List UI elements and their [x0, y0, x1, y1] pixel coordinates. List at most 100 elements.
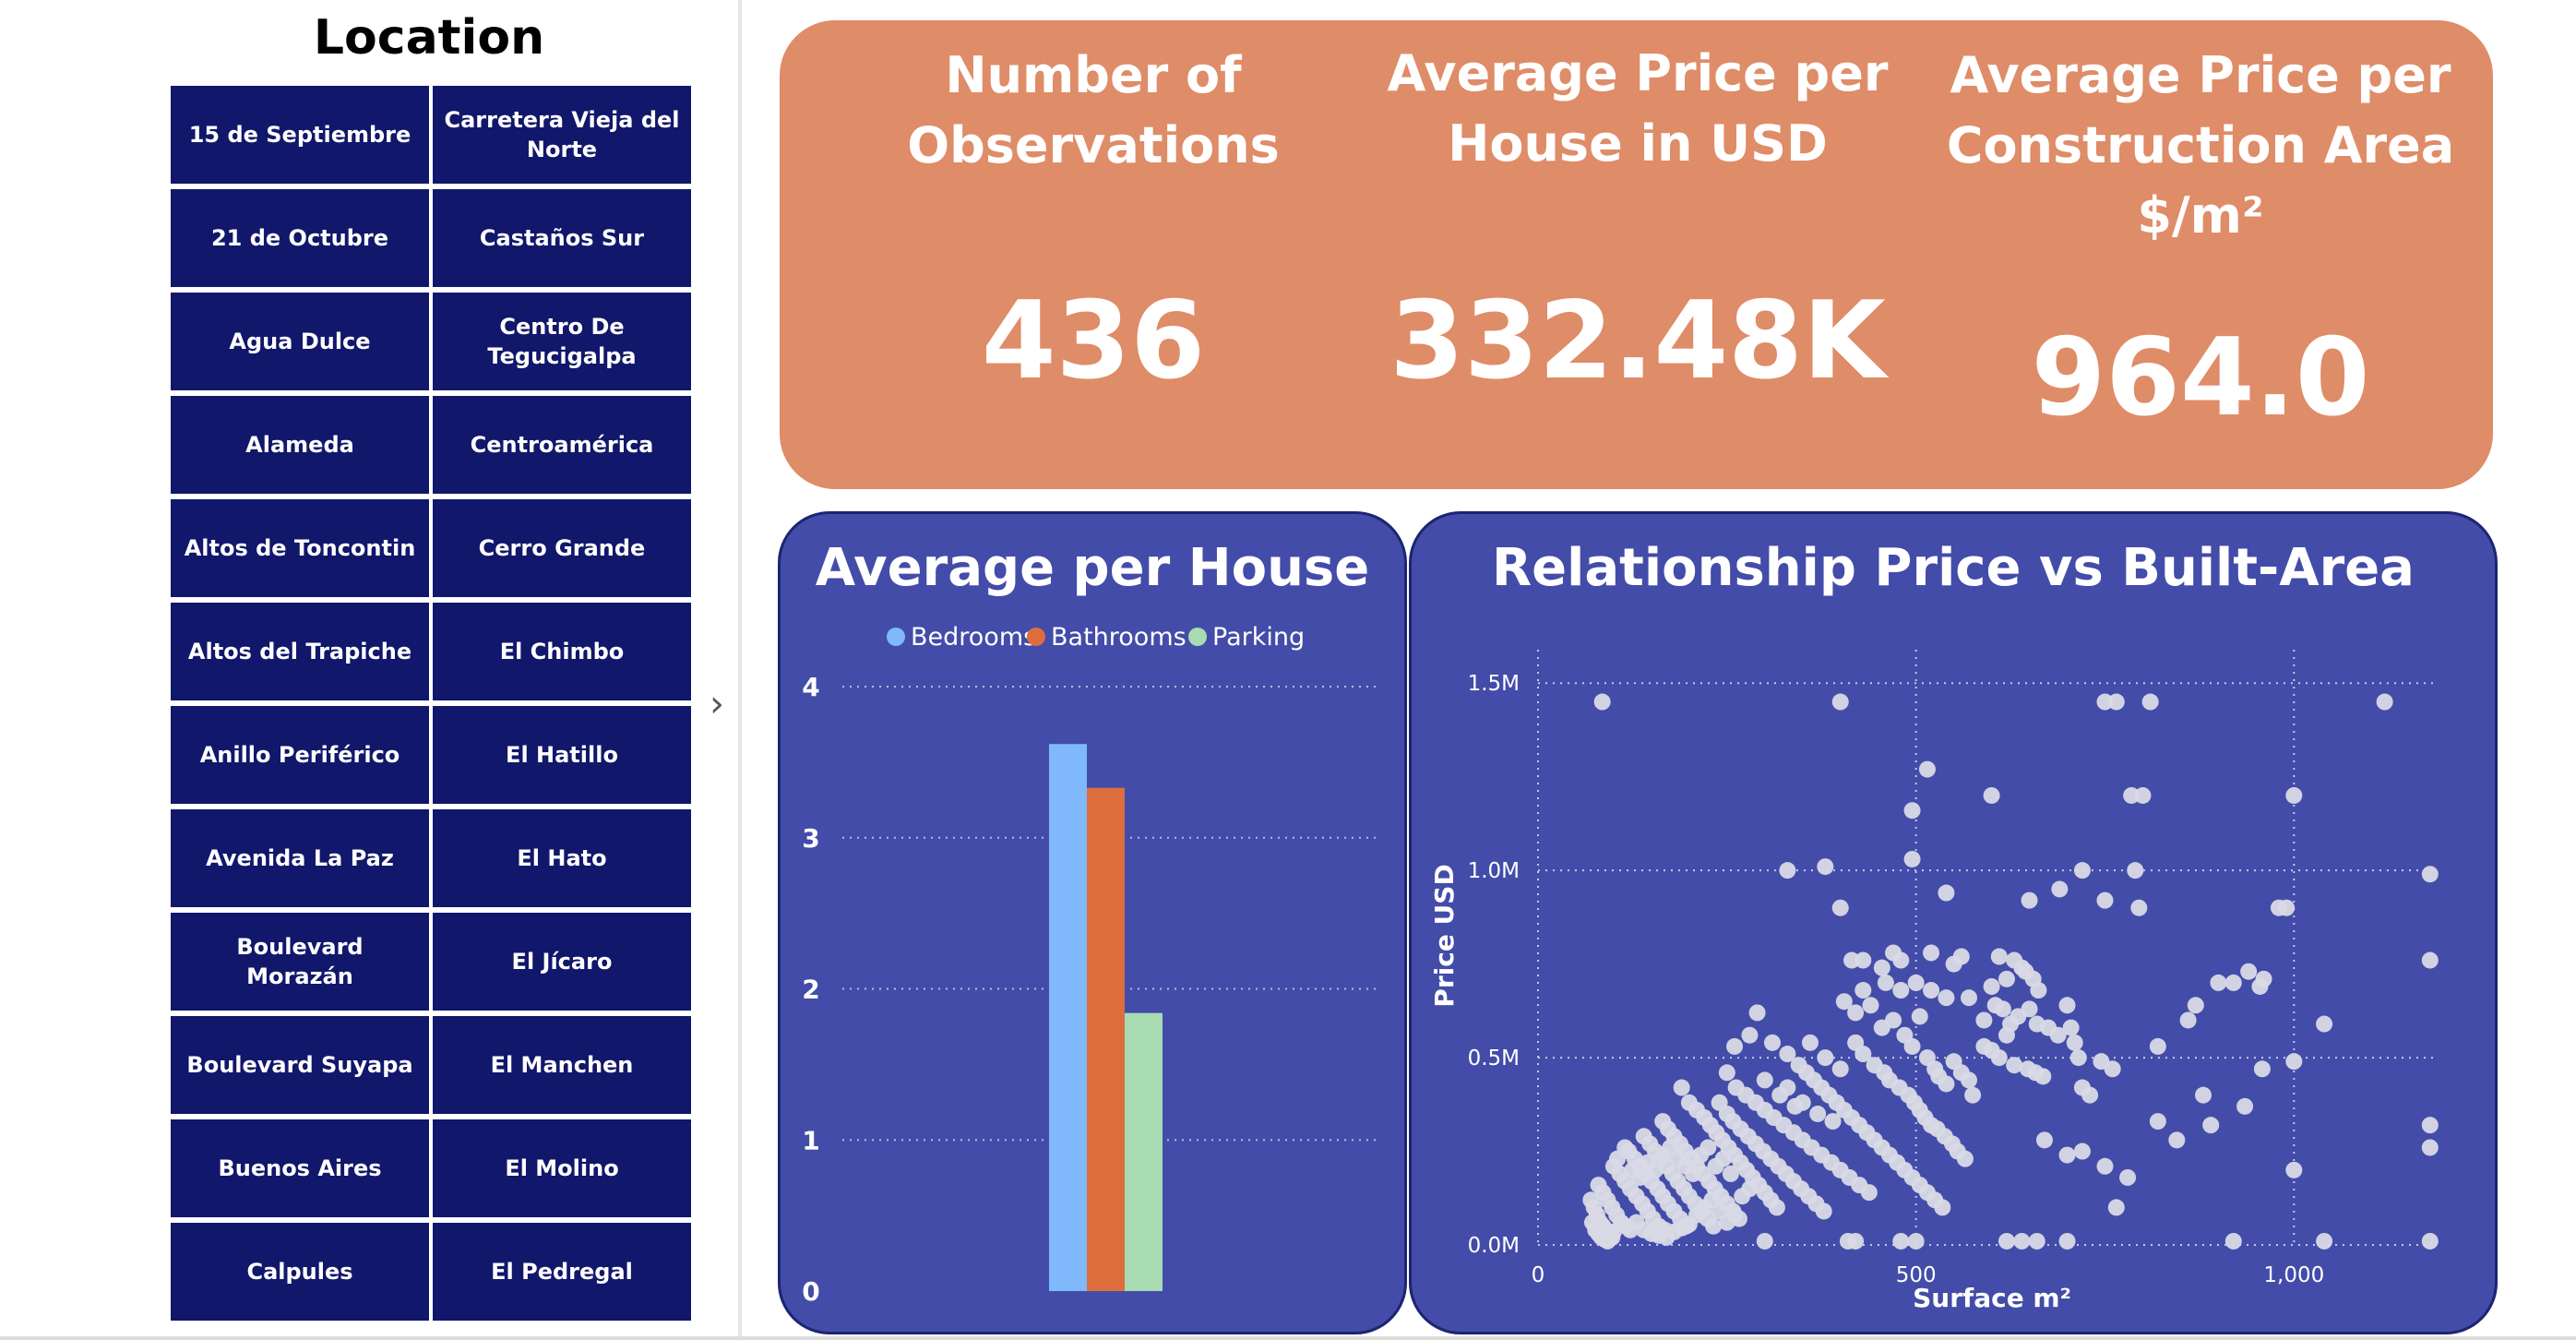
scatter-point[interactable] [2130, 899, 2148, 916]
scatter-point[interactable] [2240, 963, 2258, 980]
scatter-point[interactable] [1726, 1037, 1744, 1055]
slicer-item[interactable]: El Hatillo [433, 706, 691, 804]
scatter-point[interactable] [2316, 1015, 2333, 1033]
scatter-point[interactable] [2224, 1232, 2242, 1250]
scatter-point[interactable] [1873, 959, 1890, 976]
scatter-point[interactable] [2073, 1143, 2091, 1160]
scatter-point[interactable] [1907, 974, 1925, 991]
legend-marker[interactable] [1188, 628, 1207, 646]
slicer-item[interactable]: El Chimbo [433, 603, 691, 700]
scatter-point[interactable] [2051, 880, 2069, 898]
slicer-item[interactable]: Buenos Aires [171, 1119, 429, 1217]
slicer-item[interactable]: Centroamérica [433, 396, 691, 494]
scatter-point[interactable] [1892, 1232, 1910, 1250]
scatter-point[interactable] [1877, 974, 1894, 991]
scatter-point[interactable] [1990, 1049, 2008, 1067]
slicer-item[interactable]: Anillo Periférico [171, 706, 429, 804]
legend-label[interactable]: Bedrooms [911, 623, 1036, 652]
scatter-point[interactable] [1631, 1168, 1649, 1186]
scatter-point[interactable] [2066, 1034, 2083, 1051]
slicer-item[interactable]: Castaños Sur [433, 189, 691, 287]
scatter-point[interactable] [1815, 1202, 1832, 1220]
scatter-point[interactable] [1903, 1037, 1921, 1055]
scatter-point[interactable] [1616, 1139, 1634, 1156]
scatter-point[interactable] [1862, 997, 1879, 1014]
slicer-item[interactable]: Boulevard Suyapa [171, 1016, 429, 1114]
scatter-point[interactable] [2030, 982, 2047, 999]
slicer-item[interactable]: 15 de Septiembre [171, 86, 429, 184]
scatter-point[interactable] [2421, 1117, 2439, 1134]
scatter-point[interactable] [2195, 1086, 2212, 1104]
scatter-point[interactable] [2141, 693, 2159, 711]
scatter-point[interactable] [2316, 1232, 2333, 1250]
scatter-point[interactable] [2278, 899, 2296, 916]
scatter-point[interactable] [2096, 891, 2114, 909]
slicer-item[interactable]: Agua Dulce [171, 293, 429, 390]
scatter-point[interactable] [2187, 997, 2204, 1014]
scatter-point[interactable] [1903, 850, 1921, 867]
slicer-item[interactable]: Cerro Grande [433, 499, 691, 597]
scatter-point[interactable] [2236, 1097, 2254, 1115]
scatter-point[interactable] [2168, 1131, 2186, 1149]
scatter-point[interactable] [1768, 1199, 1785, 1216]
scatter-point[interactable] [1956, 1150, 1974, 1167]
scatter-point[interactable] [1938, 1075, 1955, 1093]
scatter-point[interactable] [1911, 1008, 1928, 1025]
scatter-point[interactable] [1938, 989, 1955, 1007]
scatter-point[interactable] [1748, 1004, 1766, 1022]
scatter-point[interactable] [2119, 1168, 2137, 1186]
scatter-point[interactable] [1722, 1165, 1739, 1182]
scatter-point[interactable] [1763, 1034, 1781, 1051]
scatter-point[interactable] [2251, 977, 2269, 995]
legend-marker[interactable] [1027, 628, 1045, 646]
slicer-item[interactable]: El Manchen [433, 1016, 691, 1114]
scatter-point[interactable] [2179, 1011, 2197, 1029]
scatter-point[interactable] [1934, 1199, 1951, 1216]
bar-parking[interactable] [1125, 1012, 1163, 1291]
slicer-item[interactable]: Altos del Trapiche [171, 603, 429, 700]
bar-bathrooms[interactable] [1087, 787, 1125, 1291]
slicer-item[interactable]: Alameda [171, 396, 429, 494]
scatter-point[interactable] [1892, 951, 1910, 969]
scatter-point[interactable] [1923, 982, 1940, 999]
slicer-item[interactable]: El Hato [433, 809, 691, 907]
scatter-point[interactable] [1938, 884, 1955, 902]
scatter-point[interactable] [2096, 1157, 2114, 1175]
slicer-item[interactable]: 21 de Octubre [171, 189, 429, 287]
scatter-point[interactable] [1964, 1086, 1982, 1104]
chevron-right-icon[interactable]: › [710, 683, 724, 725]
scatter-point[interactable] [1741, 1026, 1759, 1044]
scatter-point[interactable] [2285, 1161, 2303, 1178]
scatter-point[interactable] [2285, 1053, 2303, 1071]
scatter-point[interactable] [2035, 1131, 2053, 1149]
scatter-point[interactable] [2006, 1057, 2023, 1074]
scatter-point[interactable] [2376, 693, 2393, 711]
scatter-point[interactable] [1718, 1064, 1735, 1082]
scatter-point[interactable] [2134, 786, 2152, 804]
scatter-point[interactable] [1975, 1011, 1993, 1029]
scatter-point[interactable] [1847, 1232, 1865, 1250]
scatter-point[interactable] [1699, 1139, 1717, 1156]
scatter-point[interactable] [2421, 1139, 2439, 1156]
scatter-point[interactable] [2107, 693, 2125, 711]
legend-label[interactable]: Bathrooms [1051, 623, 1187, 652]
scatter-point[interactable] [1824, 1113, 1842, 1131]
slicer-item[interactable]: Carretera Vieja del Norte [433, 86, 691, 184]
scatter-point[interactable] [2107, 1199, 2125, 1216]
scatter-point[interactable] [2062, 1019, 2080, 1036]
scatter-point[interactable] [2073, 862, 2091, 879]
scatter-point[interactable] [2210, 974, 2227, 991]
scatter-point[interactable] [1756, 1071, 1773, 1089]
scatter-point[interactable] [1771, 1086, 1789, 1104]
scatter-point[interactable] [1854, 951, 1872, 969]
slicer-item[interactable]: El Pedregal [433, 1223, 691, 1321]
scatter-point[interactable] [1983, 977, 2000, 995]
bar-bedrooms[interactable] [1049, 744, 1087, 1291]
scatter-point[interactable] [1756, 1232, 1773, 1250]
scatter-point[interactable] [2149, 1113, 2166, 1131]
scatter-point[interactable] [1817, 858, 1834, 876]
scatter-point[interactable] [1705, 1217, 1723, 1235]
scatter-point[interactable] [1786, 1097, 1804, 1115]
scatter-point[interactable] [2127, 862, 2144, 879]
scatter-point[interactable] [1892, 982, 1910, 999]
